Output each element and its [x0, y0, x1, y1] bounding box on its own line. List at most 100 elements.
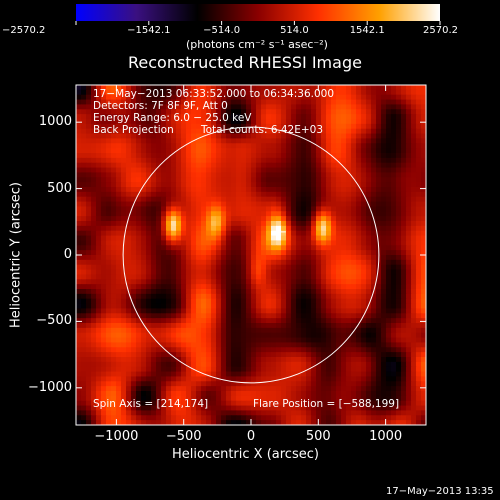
heatmap-cell	[276, 308, 282, 314]
heatmap-cell	[81, 99, 87, 106]
heatmap-cell	[411, 172, 417, 178]
heatmap-cell	[266, 361, 272, 368]
heatmap-cell	[306, 386, 312, 392]
heatmap-cell	[386, 332, 392, 339]
heatmap-cell	[361, 235, 367, 242]
heatmap-cell	[336, 225, 342, 232]
heatmap-cell	[176, 337, 182, 344]
heatmap-cell	[421, 337, 426, 344]
heatmap-cell	[236, 279, 242, 285]
heatmap-cell	[86, 269, 92, 276]
heatmap-cell	[296, 318, 302, 324]
heatmap-cell	[276, 274, 282, 280]
heatmap-cell	[101, 119, 107, 125]
heatmap-cell	[196, 138, 202, 144]
heatmap-cell	[241, 410, 247, 416]
heatmap-cell	[366, 143, 372, 149]
heatmap-cell	[386, 162, 392, 169]
heatmap-cell	[306, 357, 312, 363]
heatmap-cell	[321, 352, 327, 358]
heatmap-cell	[346, 114, 352, 120]
heatmap-cell	[201, 182, 207, 188]
heatmap-cell	[351, 191, 357, 198]
heatmap-cell	[276, 420, 282, 425]
heatmap-cell	[121, 415, 127, 421]
heatmap-cell	[81, 138, 87, 144]
heatmap-cell	[381, 235, 387, 242]
heatmap-cell	[76, 289, 82, 295]
heatmap-cell	[336, 148, 342, 154]
heatmap-cell	[356, 269, 362, 276]
heatmap-cell	[121, 371, 127, 378]
heatmap-cell	[361, 216, 367, 222]
heatmap-cell	[301, 303, 307, 310]
heatmap-cell	[421, 386, 426, 392]
heatmap-cell	[356, 279, 362, 285]
heatmap-cell	[271, 123, 277, 130]
heatmap-cell	[86, 259, 92, 266]
heatmap-cell	[146, 415, 152, 421]
heatmap-cell	[221, 157, 227, 164]
heatmap-cell	[416, 123, 422, 130]
heatmap-cell	[86, 298, 92, 305]
heatmap-cell	[231, 216, 237, 222]
heatmap-cell	[251, 187, 257, 193]
heatmap-cell	[411, 279, 417, 285]
heatmap-cell	[381, 279, 387, 285]
heatmap-cell	[186, 289, 192, 295]
heatmap-cell	[81, 191, 87, 198]
heatmap-cell	[336, 284, 342, 290]
heatmap-cell	[356, 177, 362, 183]
heatmap-cell	[201, 85, 207, 91]
heatmap-cell	[416, 162, 422, 169]
heatmap-cell	[346, 318, 352, 324]
heatmap-cell	[231, 420, 237, 425]
heatmap-cell	[261, 172, 267, 178]
heatmap-cell	[281, 255, 287, 261]
heatmap-cell	[416, 308, 422, 314]
heatmap-cell	[211, 157, 217, 164]
heatmap-cell	[246, 177, 252, 183]
heatmap-cell	[131, 85, 137, 91]
heatmap-cell	[286, 347, 292, 353]
heatmap-cell	[271, 128, 277, 135]
heatmap-cell	[201, 172, 207, 178]
heatmap-cell	[301, 371, 307, 378]
heatmap-cell	[401, 279, 407, 285]
heatmap-cell	[306, 250, 312, 256]
heatmap-cell	[396, 376, 402, 382]
heatmap-cell	[96, 119, 102, 125]
heatmap-cell	[246, 264, 252, 271]
heatmap-cell	[171, 85, 177, 91]
heatmap-cell	[181, 245, 187, 251]
heatmap-cell	[176, 187, 182, 193]
heatmap-cell	[266, 415, 272, 421]
heatmap-cell	[361, 153, 367, 159]
heatmap-cell	[261, 395, 267, 402]
heatmap-cell	[251, 85, 257, 91]
heatmap-cell	[291, 274, 297, 280]
heatmap-cell	[356, 230, 362, 237]
heatmap-cell	[176, 274, 182, 280]
heatmap-cell	[141, 420, 147, 425]
heatmap-cell	[326, 361, 332, 368]
heatmap-cell	[141, 245, 147, 251]
heatmap-cell	[336, 109, 342, 115]
heatmap-cell	[116, 196, 122, 203]
heatmap-cell	[171, 357, 177, 363]
heatmap-cell	[381, 182, 387, 188]
heatmap-cell	[391, 332, 397, 339]
heatmap-cell	[76, 347, 82, 353]
heatmap-cell	[171, 366, 177, 373]
heatmap-cell	[361, 255, 367, 261]
heatmap-cell	[351, 162, 357, 169]
heatmap-cell	[311, 361, 317, 368]
heatmap-cell	[236, 371, 242, 378]
heatmap-cell	[311, 381, 317, 387]
heatmap-cell	[186, 153, 192, 159]
heatmap-cell	[336, 196, 342, 203]
heatmap-cell	[316, 138, 322, 144]
heatmap-cell	[226, 342, 232, 348]
heatmap-cell	[401, 177, 407, 183]
heatmap-cell	[81, 332, 87, 339]
